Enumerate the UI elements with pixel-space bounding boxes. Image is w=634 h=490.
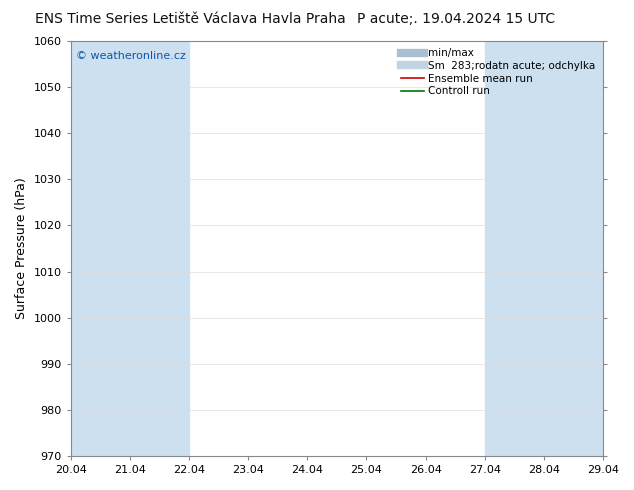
Y-axis label: Surface Pressure (hPa): Surface Pressure (hPa): [15, 178, 28, 319]
Text: ENS Time Series Letiště Václava Havla Praha: ENS Time Series Letiště Václava Havla Pr…: [35, 12, 346, 26]
Text: P acute;. 19.04.2024 15 UTC: P acute;. 19.04.2024 15 UTC: [358, 12, 555, 26]
Bar: [71, 41, 130, 456]
Text: © weatheronline.cz: © weatheronline.cz: [76, 51, 186, 61]
Legend: min/max, Sm  283;rodatn acute; odchylka, Ensemble mean run, Controll run: min/max, Sm 283;rodatn acute; odchylka, …: [399, 46, 598, 98]
Bar: [485, 41, 544, 456]
Bar: [130, 41, 189, 456]
Bar: [544, 41, 603, 456]
